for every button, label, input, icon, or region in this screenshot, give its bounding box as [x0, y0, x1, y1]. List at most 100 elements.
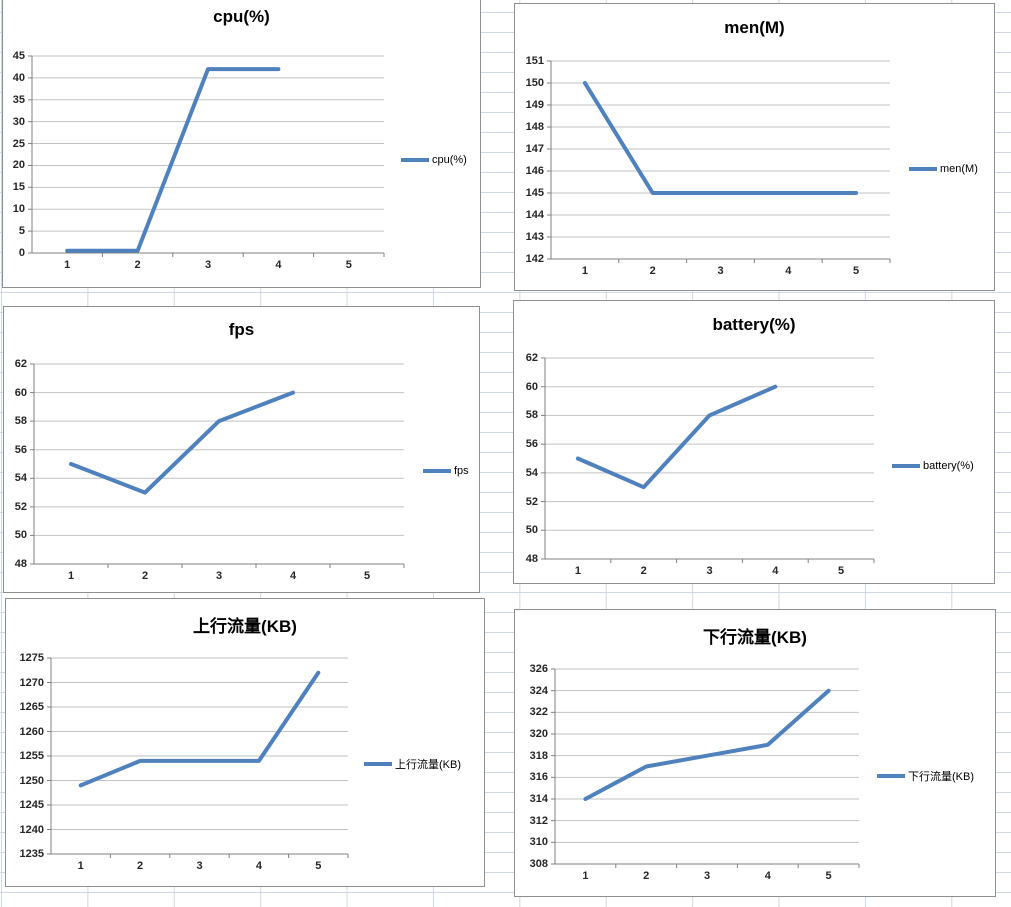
y-tick-label: 54	[14, 472, 27, 485]
chart-men[interactable]: men(M) men(M) 151 150 149 148 147 146 145 144 14…	[514, 3, 995, 291]
y-tick-label: 15	[12, 181, 25, 194]
y-tick-label: 1245	[19, 799, 44, 811]
y-tick-label: 10	[12, 203, 25, 216]
legend-line-swatch	[364, 762, 392, 766]
y-tick-label: 1260	[19, 725, 44, 738]
x-tick-label: 5	[853, 265, 860, 277]
y-tick-label: 45	[12, 50, 25, 62]
x-tick-label: 3	[204, 259, 212, 271]
x-tick-label: 5	[838, 565, 845, 577]
y-tick-label: 60	[525, 380, 538, 393]
x-tick-label: 4	[785, 265, 792, 277]
legend: 下行流量(KB)	[877, 767, 974, 785]
y-tick-label: 312	[529, 814, 548, 827]
chart-battery[interactable]: battery(%) battery(%) 62 60 58 56 54 52 50 48 1 2…	[513, 300, 995, 584]
x-tick-label: 4	[275, 259, 282, 271]
x-tick-label: 5	[825, 870, 832, 882]
chart-cpu[interactable]: cpu(%) cpu(%) 45 40 35 30 25 20 15 10 5 0 1 2 3 4 5	[2, 0, 481, 288]
y-tick-label: 1275	[19, 652, 44, 664]
y-tick-label: 149	[525, 99, 544, 111]
chart-title: battery(%)	[712, 315, 796, 334]
y-tick-label: 1270	[19, 676, 44, 689]
chart-title: 下行流量(KB)	[703, 628, 807, 647]
cpu-plot-area	[28, 55, 385, 257]
y-tick-label: 146	[525, 165, 544, 177]
y-tick-label: 50	[525, 524, 538, 537]
x-tick-label: 5	[363, 570, 371, 582]
legend-line-swatch	[909, 167, 937, 171]
y-tick-label: 1235	[19, 848, 44, 860]
y-tick-label: 20	[12, 159, 25, 172]
x-tick-label: 3	[717, 265, 724, 277]
y-tick-label: 145	[525, 187, 544, 199]
y-tick-label: 320	[529, 728, 548, 740]
y-tick-label: 48	[525, 553, 538, 565]
x-tick-label: 2	[640, 565, 647, 577]
y-tick-label: 30	[12, 115, 25, 128]
y-tick-label: 324	[529, 684, 548, 697]
y-tick-label: 58	[14, 415, 27, 428]
y-tick-label: 52	[14, 500, 27, 513]
y-tick-label: 310	[529, 836, 548, 849]
chart-fps[interactable]: fps fps 62 60 58 56 54 52 50 48 1 2 3 4 5	[3, 306, 480, 593]
y-tick-label: 142	[525, 253, 544, 265]
legend: cpu(%)	[401, 151, 467, 169]
x-tick-label: 1	[77, 860, 84, 872]
x-tick-label: 4	[255, 860, 262, 872]
upstream-plot-area	[47, 657, 349, 858]
y-tick-label: 314	[529, 793, 548, 805]
y-tick-label: 48	[14, 558, 27, 570]
battery-plot-area	[541, 357, 875, 563]
x-tick-label: 1	[574, 565, 581, 577]
y-tick-label: 1240	[19, 823, 44, 836]
y-tick-label: 25	[12, 137, 25, 150]
legend-line-swatch	[401, 158, 429, 162]
y-tick-label: 62	[525, 352, 538, 364]
legend-line-swatch	[423, 469, 451, 473]
chart-title: 上行流量(KB)	[193, 617, 297, 636]
chart-title: men(M)	[724, 18, 785, 37]
x-tick-label: 3	[703, 870, 711, 882]
men-plot-area	[547, 60, 891, 263]
y-tick-label: 148	[525, 121, 544, 133]
y-tick-label: 54	[525, 466, 538, 479]
x-tick-label: 2	[649, 265, 656, 277]
y-tick-label: 40	[12, 71, 25, 84]
y-tick-label: 50	[14, 529, 27, 542]
y-tick-label: 52	[525, 495, 538, 508]
x-tick-label: 3	[706, 565, 713, 577]
legend-label: cpu(%)	[432, 154, 467, 166]
y-tick-label: 151	[525, 55, 544, 67]
y-tick-label: 326	[529, 663, 548, 675]
x-tick-label: 2	[141, 570, 149, 582]
chart-title: fps	[228, 320, 255, 339]
legend-label: 下行流量(KB)	[908, 771, 974, 783]
x-tick-label: 3	[196, 860, 203, 872]
y-tick-label: 60	[14, 386, 27, 399]
x-tick-label: 1	[64, 259, 71, 271]
legend-line-swatch	[877, 774, 905, 778]
x-tick-label: 4	[764, 870, 771, 882]
x-tick-label: 1	[67, 570, 75, 582]
x-tick-label: 1	[582, 870, 589, 882]
x-tick-label: 1	[581, 265, 588, 277]
legend: fps	[423, 462, 469, 480]
y-tick-label: 56	[14, 443, 27, 456]
y-tick-label: 147	[525, 143, 544, 155]
y-tick-label: 0	[18, 247, 25, 259]
legend: 上行流量(KB)	[364, 755, 461, 773]
y-tick-label: 5	[18, 225, 25, 238]
legend: men(M)	[909, 160, 978, 178]
chart-title: cpu(%)	[213, 7, 270, 26]
x-tick-label: 2	[643, 870, 650, 882]
chart-upstream-traffic[interactable]: 上行流量(KB) 上行流量(KB) 1275 1270 1265 1260 1255 12…	[5, 598, 485, 887]
legend-label: men(M)	[940, 163, 978, 175]
legend: battery(%)	[892, 457, 974, 475]
x-tick-label: 2	[134, 259, 141, 271]
legend-label: battery(%)	[923, 460, 974, 472]
chart-downstream-traffic[interactable]: 下行流量(KB) 下行流量(KB) 326 324 322 320 318 316 314 3…	[514, 609, 996, 897]
x-tick-label: 5	[315, 860, 322, 872]
y-tick-label: 143	[525, 231, 544, 243]
fps-plot-area	[30, 363, 405, 568]
x-tick-label: 4	[772, 565, 779, 577]
